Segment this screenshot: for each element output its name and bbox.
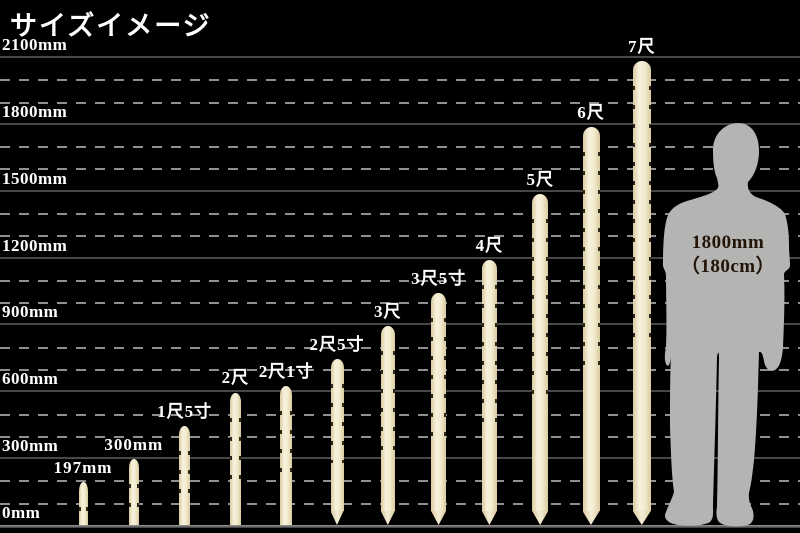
stake bbox=[431, 293, 447, 511]
stake bbox=[330, 359, 344, 511]
gridline-minor bbox=[0, 279, 800, 282]
gridline-minor bbox=[0, 302, 800, 305]
stake-label: 2尺1寸 bbox=[258, 361, 314, 381]
stake bbox=[532, 193, 549, 511]
stake bbox=[280, 385, 293, 525]
stake-label: 300mm bbox=[104, 435, 164, 455]
stake-point bbox=[431, 511, 447, 525]
gridline-major bbox=[0, 122, 800, 125]
gridline-minor bbox=[0, 502, 800, 505]
gridline-minor bbox=[0, 435, 800, 438]
stake bbox=[128, 459, 139, 525]
stake bbox=[78, 481, 88, 525]
y-tick-label: 0mm bbox=[2, 503, 41, 522]
human-silhouette-graphic bbox=[662, 123, 790, 527]
gridline-major bbox=[0, 457, 800, 460]
gridline-major bbox=[0, 56, 800, 58]
gridline-minor bbox=[0, 235, 800, 238]
y-tick-label: 1500mm bbox=[2, 168, 68, 188]
gridline-minor bbox=[0, 346, 800, 349]
gridline-major bbox=[0, 189, 800, 192]
gridline-minor bbox=[0, 79, 800, 82]
gridline-major bbox=[0, 256, 800, 259]
gridline-minor bbox=[0, 413, 800, 416]
stake bbox=[632, 61, 651, 511]
stake-label: 197mm bbox=[53, 457, 113, 477]
gridline-baseline bbox=[0, 525, 800, 528]
gridline-minor bbox=[0, 101, 800, 104]
stake-point bbox=[481, 511, 497, 525]
y-tick-label: 1800mm bbox=[2, 101, 68, 121]
y-tick-label: 900mm bbox=[2, 302, 59, 322]
stake-label: 7尺 bbox=[628, 37, 656, 57]
stake bbox=[229, 392, 241, 525]
stake-point bbox=[330, 511, 344, 525]
human-silhouette bbox=[658, 118, 798, 530]
y-tick-label: 300mm bbox=[2, 436, 59, 456]
gridline-minor bbox=[0, 146, 800, 149]
stake bbox=[179, 425, 191, 525]
figure-height-mm: 1800mm bbox=[691, 232, 765, 253]
gridline-major bbox=[0, 390, 800, 393]
stake-point bbox=[380, 511, 395, 525]
stake-label: 3尺 bbox=[374, 302, 402, 322]
stake-label: 1尺5寸 bbox=[157, 401, 213, 421]
gridline-minor bbox=[0, 168, 800, 171]
figure-height-label: 1800mm （180cm） bbox=[658, 231, 798, 280]
page-title: サイズイメージ bbox=[10, 11, 212, 41]
stake bbox=[481, 259, 497, 511]
y-tick-label: 2100mm bbox=[2, 35, 68, 54]
gridline-minor bbox=[0, 480, 800, 483]
stake-point bbox=[582, 511, 600, 525]
stake-label: 3尺5寸 bbox=[411, 268, 467, 288]
figure-height-cm: （180cm） bbox=[680, 256, 776, 278]
gridline-major bbox=[0, 323, 800, 326]
stake-point bbox=[632, 511, 651, 525]
stake-label: 4尺 bbox=[475, 235, 504, 255]
y-tick-label: 1200mm bbox=[2, 235, 68, 255]
stake-label: 6尺 bbox=[577, 103, 605, 123]
stake-label: 2尺5寸 bbox=[309, 335, 365, 355]
stake bbox=[380, 326, 395, 511]
stake-label: 5尺 bbox=[526, 169, 554, 189]
stake-label: 2尺 bbox=[221, 368, 250, 388]
stake-point bbox=[532, 511, 549, 525]
gridline-minor bbox=[0, 369, 800, 371]
stake bbox=[582, 127, 600, 511]
y-tick-label: 600mm bbox=[2, 369, 59, 389]
gridline-minor bbox=[0, 213, 800, 215]
